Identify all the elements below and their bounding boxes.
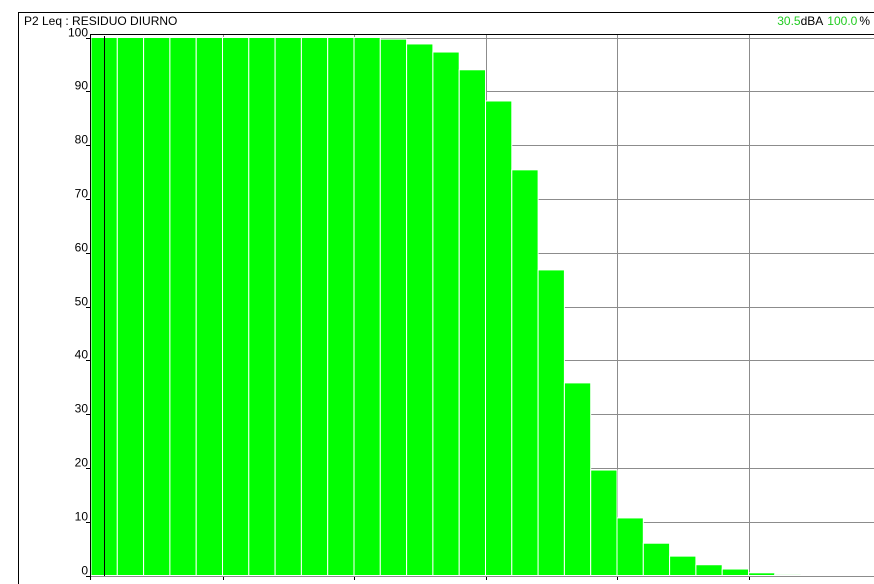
- y-tick-label: 80: [75, 133, 89, 147]
- y-tick-label: 70: [75, 187, 89, 201]
- bar: [590, 469, 618, 576]
- level-unit: dBA: [801, 14, 824, 28]
- y-tick-label: 60: [75, 241, 89, 255]
- level-value: 30.5: [777, 14, 801, 28]
- bars: [90, 37, 802, 577]
- y-tick-label: 100: [68, 26, 88, 40]
- header-readout: 30.5dBA 100.0%: [777, 14, 870, 28]
- chart-title: P2 Leq : RESIDUO DIURNO: [24, 14, 177, 28]
- bar: [537, 269, 565, 576]
- bar: [116, 37, 145, 576]
- bar: [616, 517, 644, 577]
- bar: [169, 37, 197, 576]
- bar: [248, 37, 276, 576]
- bar: [721, 568, 750, 577]
- bar: [748, 572, 776, 576]
- bar: [353, 37, 381, 576]
- bar: [406, 43, 434, 577]
- bar: [379, 38, 408, 576]
- y-tick-label: 0: [81, 564, 88, 578]
- y-tick-label: 10: [75, 510, 89, 524]
- bar: [327, 37, 355, 576]
- bar: [195, 37, 223, 576]
- bar: [774, 573, 802, 577]
- bar: [222, 37, 250, 576]
- bar: [300, 37, 329, 576]
- bar: [642, 542, 671, 576]
- y-tick-label: 50: [75, 295, 89, 309]
- bar: [458, 69, 487, 576]
- y-tick-label: 90: [75, 79, 89, 93]
- bar: [511, 169, 539, 577]
- bar: [432, 51, 460, 576]
- bar: [669, 555, 697, 577]
- bar: [485, 100, 513, 576]
- bar: [143, 37, 171, 576]
- bar: [274, 37, 302, 576]
- bar: [563, 382, 592, 576]
- y-tick-label: 40: [75, 348, 89, 362]
- percent-value: 100.0: [827, 14, 857, 28]
- y-tick-label: 20: [75, 456, 89, 470]
- bar: [695, 564, 723, 576]
- percent-unit: %: [859, 14, 870, 28]
- y-tick-label: 30: [75, 402, 89, 416]
